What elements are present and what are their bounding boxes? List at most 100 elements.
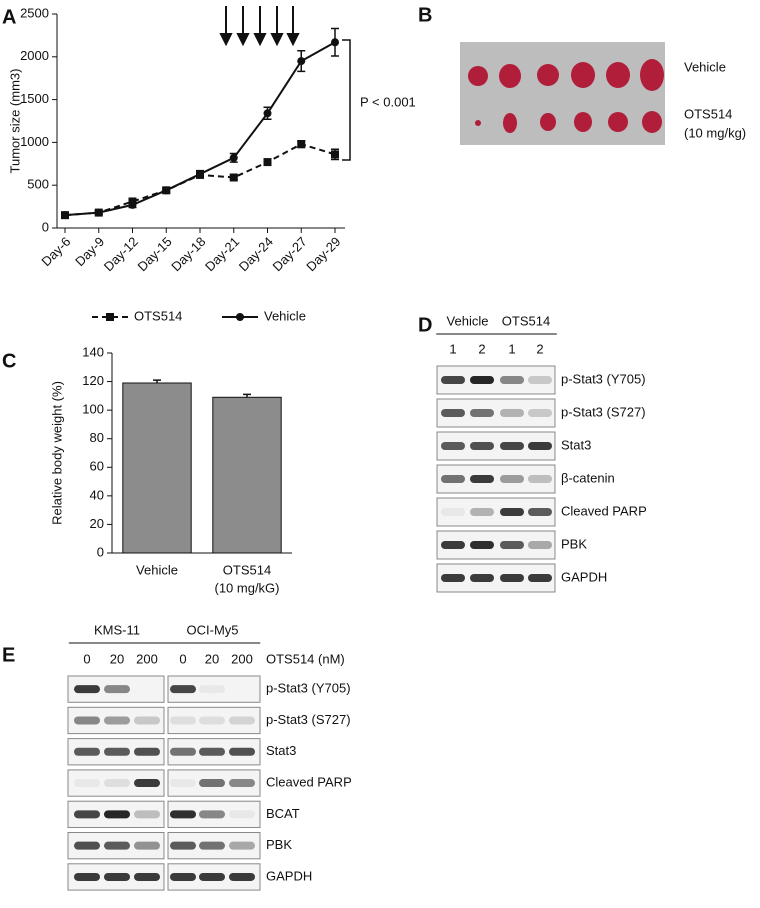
panel-label: D bbox=[418, 314, 432, 336]
x-tick-label: (10 mg/kG) bbox=[214, 580, 279, 595]
x-tick-label: Day-18 bbox=[168, 234, 208, 274]
row-label: GAPDH bbox=[561, 569, 607, 584]
band bbox=[500, 508, 524, 516]
group-label: Vehicle bbox=[447, 313, 489, 328]
blot-frame bbox=[67, 706, 165, 735]
bar bbox=[122, 382, 192, 554]
band bbox=[528, 409, 552, 417]
x-tick-label: Day-12 bbox=[101, 234, 141, 274]
band bbox=[199, 810, 225, 819]
row-label: Stat3 bbox=[561, 437, 591, 452]
p-bracket bbox=[342, 39, 351, 161]
point bbox=[196, 170, 204, 179]
y-tick-label: 120 bbox=[82, 373, 104, 388]
band bbox=[528, 442, 552, 450]
lane-label: 2 bbox=[536, 341, 543, 356]
band bbox=[74, 872, 100, 881]
y-tick-label: 0 bbox=[42, 219, 49, 234]
point bbox=[94, 208, 103, 217]
y-tick-label: 2000 bbox=[20, 48, 49, 63]
blot-frame bbox=[167, 706, 261, 735]
band bbox=[470, 475, 494, 483]
photo-label: OTS514 bbox=[684, 106, 732, 121]
band bbox=[74, 810, 100, 819]
lane-label: 1 bbox=[508, 341, 515, 356]
y-tick-label: 1000 bbox=[20, 134, 49, 149]
band bbox=[134, 716, 160, 725]
x-tick-label: Day-29 bbox=[303, 234, 343, 274]
band bbox=[500, 475, 524, 483]
band bbox=[528, 376, 552, 384]
band bbox=[470, 409, 494, 417]
y-tick-label: 140 bbox=[82, 344, 104, 359]
band bbox=[74, 747, 100, 756]
band bbox=[528, 508, 552, 516]
band bbox=[470, 574, 494, 582]
band bbox=[470, 376, 494, 384]
row-label: p-Stat3 (Y705) bbox=[561, 371, 646, 386]
series-line bbox=[64, 41, 336, 217]
point bbox=[229, 173, 238, 182]
band bbox=[74, 685, 100, 694]
band bbox=[229, 872, 255, 881]
row-label: Cleaved PARP bbox=[266, 774, 352, 789]
x-tick-label: Day-27 bbox=[270, 234, 310, 274]
legend-label: Vehicle bbox=[264, 308, 306, 323]
band bbox=[470, 442, 494, 450]
photo-label: (10 mg/kg) bbox=[684, 125, 746, 140]
band bbox=[170, 872, 196, 881]
band bbox=[74, 716, 100, 725]
band bbox=[134, 841, 160, 850]
point bbox=[297, 57, 306, 66]
legend-marker bbox=[106, 313, 114, 321]
point bbox=[128, 200, 137, 209]
band bbox=[170, 841, 196, 850]
dosing-arrows bbox=[219, 6, 300, 47]
band bbox=[134, 872, 160, 881]
y-tick-label: 80 bbox=[90, 430, 104, 445]
point bbox=[263, 109, 272, 118]
band bbox=[441, 508, 465, 516]
band bbox=[229, 810, 255, 819]
lane-label: 1 bbox=[449, 341, 456, 356]
y-tick-label: 60 bbox=[90, 459, 104, 474]
band bbox=[441, 442, 465, 450]
band bbox=[104, 872, 130, 881]
band bbox=[528, 475, 552, 483]
band bbox=[104, 747, 130, 756]
band bbox=[104, 779, 130, 788]
panel-label: C bbox=[2, 350, 16, 372]
lane-label: 200 bbox=[231, 651, 253, 666]
band bbox=[134, 747, 160, 756]
error-bar bbox=[243, 393, 251, 398]
legend-label: OTS514 bbox=[134, 308, 182, 323]
band bbox=[441, 541, 465, 549]
band bbox=[170, 747, 196, 756]
band bbox=[74, 779, 100, 788]
x-tick-label: Day-6 bbox=[38, 234, 73, 269]
row-label: p-Stat3 (S727) bbox=[266, 712, 351, 727]
y-axis-label: Tumor size (mm3) bbox=[7, 69, 22, 174]
legend-marker bbox=[236, 313, 244, 321]
y-axis-label: Relative body weight (%) bbox=[49, 381, 64, 525]
band bbox=[104, 841, 130, 850]
lane-label: 20 bbox=[205, 651, 219, 666]
row-label: β-catenin bbox=[561, 470, 615, 485]
y-tick-label: 20 bbox=[90, 516, 104, 531]
y-tick-label: 500 bbox=[27, 177, 49, 192]
point bbox=[297, 140, 306, 149]
band bbox=[170, 779, 196, 788]
band bbox=[528, 574, 552, 582]
lane-label: 2 bbox=[478, 341, 485, 356]
row-label: Stat3 bbox=[266, 743, 296, 758]
panel-label: E bbox=[2, 644, 15, 666]
band bbox=[500, 409, 524, 417]
band bbox=[104, 685, 130, 694]
y-tick-label: 40 bbox=[90, 487, 104, 502]
series-line bbox=[64, 143, 336, 217]
band bbox=[470, 508, 494, 516]
panel-label: B bbox=[418, 4, 432, 26]
row-label: PBK bbox=[561, 536, 587, 551]
band bbox=[229, 716, 255, 725]
